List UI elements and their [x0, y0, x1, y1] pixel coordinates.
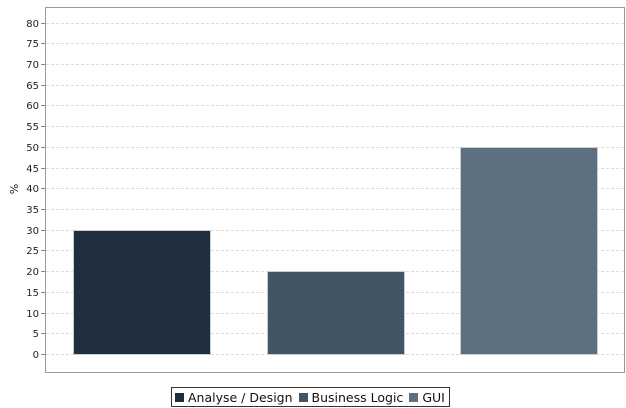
legend-swatch: [298, 392, 308, 402]
y-tick-label: 70: [26, 60, 39, 71]
legend-item-gui: GUI: [409, 390, 445, 405]
y-tick-label: 25: [26, 246, 39, 257]
axes: [45, 7, 625, 373]
bar-analyse-design: [73, 230, 211, 355]
y-tick-label: 80: [26, 19, 39, 30]
y-tick-label: 60: [26, 101, 39, 112]
y-tick-label: 45: [26, 164, 39, 175]
y-tick-label: 20: [26, 267, 39, 278]
y-tick-label: 30: [26, 226, 39, 237]
legend-item-analyse-design: Analyse / Design: [175, 390, 293, 405]
bar-gui: [460, 147, 598, 355]
y-axis-title: %: [8, 184, 21, 194]
y-tick-label: 75: [26, 39, 39, 50]
legend-label: Analyse / Design: [188, 389, 293, 405]
legend-label: GUI: [422, 389, 445, 405]
y-tick-label: 35: [26, 205, 39, 216]
y-tick-label: 40: [26, 184, 39, 195]
legend-label: Business Logic: [311, 389, 404, 405]
bars: [73, 147, 598, 355]
plot-border: [45, 7, 625, 373]
y-axis-ticks: 0 5 10 15 20 25 30 35 40 45 50 55 60 65 70 75 80: [26, 19, 45, 361]
legend-swatch: [175, 392, 184, 402]
legend-swatch: [409, 392, 419, 402]
bar-business-logic: [267, 271, 405, 355]
legend: Analyse / Design Business Logic GUI: [171, 387, 450, 407]
y-tick-label: 65: [26, 81, 39, 92]
bar-chart: 0 5 10 15 20 25 30 35 40 45 50 55 60 65 70 75 80 %: [8, 7, 625, 373]
y-tick-label: 50: [26, 143, 39, 154]
y-tick-label: 55: [26, 122, 39, 133]
legend-item-business-logic: Business Logic: [298, 389, 404, 405]
y-tick-label: 10: [26, 309, 39, 320]
y-tick-label: 5: [33, 329, 39, 340]
y-tick-label: 0: [33, 350, 39, 361]
y-tick-label: 15: [26, 288, 39, 299]
